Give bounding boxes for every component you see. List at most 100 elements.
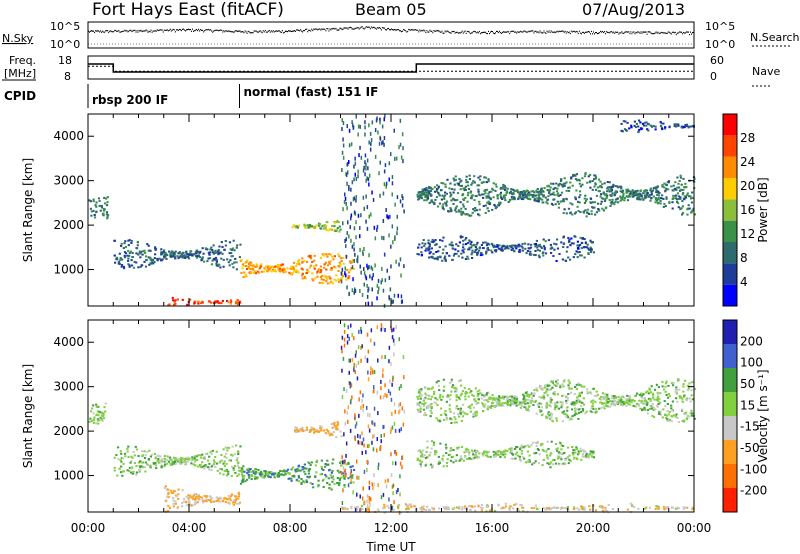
- scatter-cell: [177, 257, 180, 260]
- scatter-cell: [100, 411, 103, 414]
- scatter-cell: [139, 252, 142, 255]
- scatter-cell: [432, 507, 435, 510]
- noise-sample: [657, 31, 659, 33]
- scatter-cell: [445, 204, 448, 207]
- scatter-cell: [464, 506, 467, 509]
- scatter-cell: [649, 405, 652, 407]
- scatter-cell: [322, 254, 326, 257]
- noise-sample: [431, 30, 433, 32]
- noise-sample: [617, 31, 619, 33]
- scatter-cell: [525, 195, 528, 198]
- scatter-cell: [215, 496, 218, 499]
- scatter-cell: [605, 399, 608, 402]
- scatter-cell: [645, 124, 648, 127]
- scatter-cell: [291, 466, 295, 469]
- noise-sample: [347, 28, 349, 30]
- scatter-cell: [132, 451, 135, 453]
- scatter-cell: [640, 394, 643, 396]
- scatter-cell: [578, 201, 581, 204]
- scatter-cell: [327, 477, 330, 480]
- scatter-cell: [330, 423, 333, 426]
- noise-sample: [666, 32, 668, 34]
- scatter-cell: [571, 203, 574, 206]
- scatter-cell: [421, 402, 424, 405]
- scatter-cell: [459, 394, 462, 397]
- scatter-cell: [475, 402, 478, 405]
- scatter-cell: [237, 462, 240, 464]
- scatter-cell: [332, 478, 335, 481]
- scatter-cell: [462, 205, 465, 208]
- scatter-cell: [556, 238, 559, 241]
- noise-sample: [612, 32, 614, 34]
- noise-streak: [354, 161, 357, 166]
- scatter-cell: [120, 265, 123, 268]
- scatter-cell: [531, 399, 534, 402]
- noise-streak: [383, 236, 385, 241]
- scatter-cell: [608, 181, 611, 184]
- scatter-cell: [420, 246, 423, 249]
- noise-sample: [616, 31, 618, 33]
- noise-sample: [675, 33, 677, 36]
- scatter-cell: [313, 429, 316, 432]
- scatter-cell: [283, 470, 287, 473]
- scatter-cell: [461, 194, 464, 197]
- scatter-cell: [167, 496, 170, 499]
- noise-sample: [559, 30, 561, 33]
- scatter-cell: [575, 401, 578, 404]
- scatter-cell: [664, 382, 668, 385]
- colorbar-segment: [723, 114, 737, 136]
- noise-streak: [369, 274, 371, 279]
- noise-streak: [396, 214, 398, 219]
- scatter-cell: [574, 410, 577, 413]
- noise-sample: [286, 30, 287, 32]
- noise-streak: [359, 145, 361, 150]
- scatter-cell: [457, 182, 461, 185]
- noise-sample: [298, 29, 300, 31]
- scatter-cell: [323, 275, 326, 278]
- scatter-cell: [133, 454, 136, 457]
- scatter-cell: [295, 225, 298, 228]
- scatter-cell: [667, 384, 670, 387]
- scatter-cell: [577, 408, 580, 411]
- scatter-cell: [430, 447, 433, 450]
- scatter-cell: [151, 259, 154, 262]
- scatter-cell: [193, 498, 196, 501]
- scatter-cell: [181, 254, 184, 257]
- scatter-cell: [457, 396, 461, 399]
- noise-sample: [137, 31, 139, 33]
- scatter-cell: [527, 243, 530, 246]
- scatter-cell: [319, 223, 322, 226]
- scatter-cell: [530, 392, 533, 395]
- scatter-cell: [127, 263, 130, 266]
- scatter-cell: [233, 501, 236, 504]
- scatter-cell: [661, 385, 664, 388]
- scatter-cell: [511, 399, 514, 402]
- scatter-cell: [426, 406, 430, 409]
- scatter-cell: [201, 301, 204, 304]
- noise-sample: [499, 30, 501, 32]
- scatter-cell: [232, 467, 235, 469]
- scatter-cell: [461, 506, 464, 509]
- scatter-cell: [504, 188, 507, 191]
- scatter-cell: [628, 403, 631, 406]
- scatter-cell: [448, 408, 451, 411]
- noise-sample: [676, 32, 678, 34]
- scatter-cell: [675, 125, 678, 128]
- noise-sample: [185, 30, 186, 32]
- scatter-cell: [332, 431, 336, 434]
- scatter-cell: [687, 125, 691, 128]
- noise-sample: [294, 30, 295, 32]
- scatter-cell: [217, 499, 220, 502]
- noise-sample: [447, 30, 449, 32]
- noise-sample: [226, 30, 228, 32]
- noise-sample: [255, 30, 257, 32]
- scatter-cell: [517, 245, 520, 248]
- scatter-cell: [317, 479, 320, 482]
- scatter-cell: [533, 389, 536, 392]
- scatter-cell: [526, 402, 529, 405]
- scatter-cell: [648, 506, 652, 509]
- noise-sample: [374, 27, 376, 29]
- scatter-cell: [346, 508, 349, 511]
- scatter-cell: [528, 193, 531, 196]
- scatter-cell: [533, 392, 536, 395]
